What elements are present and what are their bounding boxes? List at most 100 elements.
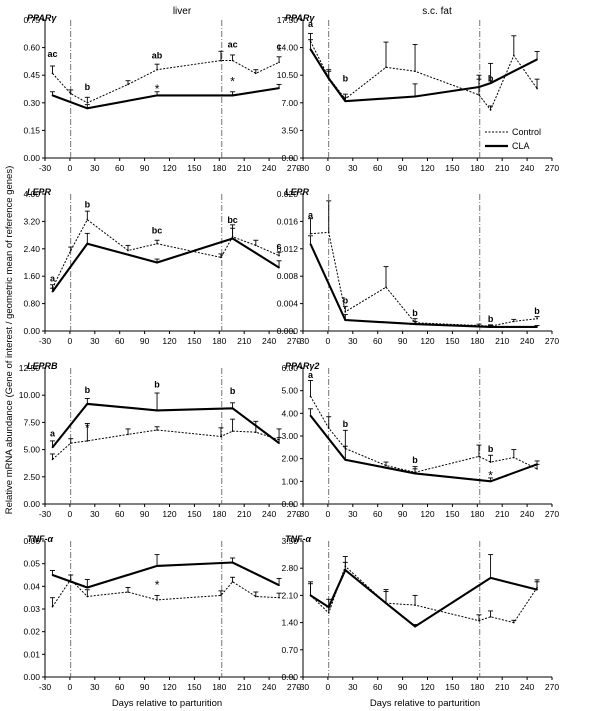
series-cla-point <box>344 569 347 571</box>
x-axis-label-sc-fat: Days relative to parturition <box>370 698 480 709</box>
x-tick-label: 0 <box>326 336 331 346</box>
y-tick-label: 6.00 <box>281 363 298 373</box>
x-tick-label: 270 <box>545 163 559 173</box>
x-tick-label: 30 <box>90 682 100 692</box>
series-control <box>49 418 282 461</box>
series-control-point <box>127 433 129 436</box>
y-tick-label: 0.70 <box>281 645 298 655</box>
significance-letter: ac <box>228 40 238 50</box>
x-tick-label: 120 <box>420 163 434 173</box>
series-control-point <box>51 72 54 75</box>
series-control-point <box>489 109 492 111</box>
series-control-point <box>127 249 129 252</box>
panel-title: TNF-α <box>285 534 311 544</box>
x-tick-label: 90 <box>398 682 408 692</box>
panel-s-c-fat-ppar: 0.00 3.50 7.00 10.50 14.00 17.50 -30 0 30 60 90 120… <box>277 13 560 173</box>
series-control-point <box>536 468 538 470</box>
x-tick-label: -30 <box>39 682 52 692</box>
series-control-point <box>327 612 330 614</box>
y-tick-label: 0.012 <box>277 244 299 254</box>
significance-star: * <box>85 421 90 435</box>
series-control-point <box>414 604 416 606</box>
series-control-point <box>255 244 257 247</box>
significance-letter: b <box>488 314 494 324</box>
significance-letter: a <box>308 370 314 380</box>
series-cla-point <box>309 243 312 245</box>
series-control-point <box>220 256 222 259</box>
series-control-line <box>310 231 538 327</box>
x-tick-label: 270 <box>545 509 559 519</box>
series-cla <box>307 554 540 628</box>
series-control-point <box>536 87 538 90</box>
series-cla-point <box>536 58 538 61</box>
series-control-point <box>414 70 416 73</box>
y-tick-label: 1.40 <box>281 618 298 628</box>
significance-letter: b <box>85 385 91 395</box>
x-tick-label: 60 <box>373 163 383 173</box>
series-cla <box>49 554 282 589</box>
x-tick-label: 180 <box>470 336 484 346</box>
x-tick-label: 30 <box>348 509 358 519</box>
series-control-point <box>327 231 330 234</box>
x-tick-label: 90 <box>140 163 150 173</box>
series-cla-point <box>156 565 158 567</box>
y-tick-label: 0.00 <box>23 153 40 163</box>
x-tick-label: 60 <box>115 509 125 519</box>
series-control-line <box>52 429 280 460</box>
series-cla-point <box>278 266 280 269</box>
significance-letter: b <box>343 74 349 84</box>
column-title-sc-fat: s.c. fat <box>422 6 452 17</box>
legend-cla-label: CLA <box>512 141 530 151</box>
series-control-point <box>278 596 280 599</box>
x-tick-label: 210 <box>495 509 509 519</box>
x-axis-label-liver: Days relative to parturition <box>112 698 222 709</box>
y-tick-label: 4.00 <box>281 408 298 418</box>
significance-letter: b <box>343 296 349 306</box>
series-control-point <box>385 66 387 69</box>
significance-star: * <box>155 578 160 592</box>
series-control-point <box>86 218 89 221</box>
series-control <box>49 574 282 608</box>
y-tick-label: 2.40 <box>23 244 40 254</box>
y-tick-label: 0.020 <box>277 189 299 199</box>
series-control-point <box>489 461 492 463</box>
x-tick-label: 90 <box>398 163 408 173</box>
series-control-point <box>86 440 89 442</box>
y-tick-label: 3.00 <box>281 431 298 441</box>
significance-letter: c <box>277 241 282 251</box>
y-tick-label: 0.00 <box>23 499 40 509</box>
y-tick-label: 0.06 <box>23 536 40 546</box>
y-tick-label: 0.00 <box>23 672 40 682</box>
series-control <box>307 556 540 624</box>
significance-letter: ab <box>152 51 163 61</box>
series-cla <box>49 83 282 110</box>
panel-title: LEPR <box>285 187 310 197</box>
y-tick-label: 0.03 <box>23 604 40 614</box>
significance-letter: b <box>534 306 540 316</box>
y-axis-label: Relative mRNA abundance (Gene of interes… <box>4 166 15 515</box>
series-cla-point <box>156 94 158 97</box>
x-tick-label: 180 <box>212 509 226 519</box>
significance-letter: b <box>488 444 494 454</box>
legend: Control CLA <box>485 127 541 151</box>
y-tick-label: 0.00 <box>281 672 298 682</box>
y-tick-label: 0.00 <box>281 499 298 509</box>
x-tick-label: 0 <box>68 682 73 692</box>
y-tick-label: 3.20 <box>23 216 40 226</box>
series-control-point <box>51 605 54 608</box>
series-cla-line <box>52 561 280 589</box>
series-control-point <box>231 59 234 62</box>
series-cla-point <box>86 586 89 589</box>
x-tick-label: 210 <box>237 682 251 692</box>
series-control-point <box>69 442 72 444</box>
x-tick-label: 210 <box>495 163 509 173</box>
significance-letter: b <box>230 386 236 396</box>
significance-letter: b <box>343 419 349 429</box>
series-cla-point <box>51 290 54 293</box>
significance-star: * <box>230 75 235 89</box>
x-tick-label: -30 <box>297 163 310 173</box>
series-control-point <box>127 83 129 86</box>
series-cla-point <box>489 577 492 579</box>
y-tick-label: 1.00 <box>281 476 298 486</box>
x-tick-label: 150 <box>445 682 459 692</box>
